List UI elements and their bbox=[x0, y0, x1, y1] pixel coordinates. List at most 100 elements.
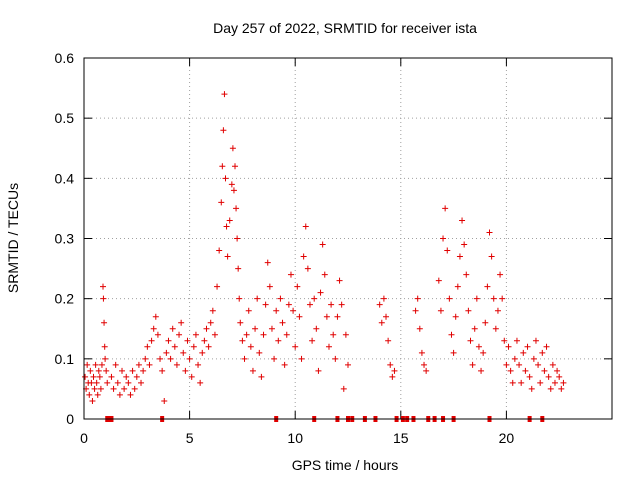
data-point bbox=[84, 361, 91, 368]
data-point bbox=[173, 361, 180, 368]
data-point bbox=[321, 271, 328, 278]
data-point bbox=[383, 313, 390, 320]
data-point bbox=[243, 331, 250, 338]
data-point bbox=[275, 337, 282, 344]
data-point bbox=[448, 331, 455, 338]
data-point bbox=[279, 319, 286, 326]
data-point bbox=[323, 313, 330, 320]
data-point bbox=[161, 397, 168, 404]
data-point bbox=[234, 235, 241, 242]
data-point bbox=[522, 367, 529, 374]
data-point bbox=[554, 367, 561, 374]
data-point bbox=[195, 361, 202, 368]
data-point bbox=[237, 319, 244, 326]
data-point bbox=[203, 325, 210, 332]
data-point bbox=[138, 379, 145, 386]
data-point bbox=[513, 337, 520, 344]
data-point bbox=[380, 295, 387, 302]
data-point bbox=[254, 295, 261, 302]
data-point bbox=[412, 307, 419, 314]
data-point bbox=[207, 319, 214, 326]
data-point bbox=[345, 361, 351, 368]
x-tick-label: 10 bbox=[287, 430, 303, 446]
data-point bbox=[229, 145, 236, 152]
y-tick-label: 0.3 bbox=[55, 231, 75, 247]
data-point bbox=[146, 361, 153, 368]
y-axis: 0 0.1 0.2 0.3 0.4 0.5 0.6 bbox=[55, 50, 612, 427]
data-point bbox=[332, 355, 339, 362]
data-point bbox=[516, 361, 523, 368]
data-point bbox=[129, 367, 136, 374]
data-point bbox=[98, 361, 105, 368]
data-point bbox=[467, 337, 474, 344]
data-point bbox=[501, 337, 508, 344]
data-point bbox=[184, 337, 191, 344]
data-point bbox=[518, 379, 525, 386]
data-point bbox=[163, 349, 170, 356]
data-point bbox=[450, 349, 457, 356]
x-tick-label: 0 bbox=[80, 430, 88, 446]
data-point bbox=[442, 205, 449, 212]
data-point bbox=[311, 295, 318, 302]
data-point bbox=[100, 283, 107, 290]
data-point bbox=[223, 223, 230, 230]
data-point bbox=[101, 319, 108, 326]
data-point bbox=[446, 295, 453, 302]
data-point bbox=[497, 271, 504, 278]
data-point bbox=[334, 313, 341, 320]
data-point bbox=[452, 313, 459, 320]
data-point bbox=[277, 295, 284, 302]
data-point bbox=[328, 301, 335, 308]
data-point bbox=[537, 379, 544, 386]
data-point bbox=[226, 217, 233, 224]
data-point bbox=[543, 343, 550, 350]
y-tick-label: 0.5 bbox=[55, 110, 75, 126]
data-point bbox=[499, 295, 506, 302]
data-point bbox=[182, 367, 189, 374]
plot-frame bbox=[83, 57, 613, 420]
y-tick-label: 0.1 bbox=[55, 351, 75, 367]
data-point bbox=[549, 361, 556, 368]
data-point bbox=[503, 361, 510, 368]
data-point bbox=[532, 337, 539, 344]
data-point bbox=[440, 235, 447, 242]
data-point bbox=[283, 331, 290, 338]
data-point bbox=[313, 325, 320, 332]
data-point bbox=[127, 391, 134, 398]
data-point bbox=[511, 355, 518, 362]
data-point bbox=[414, 295, 421, 302]
data-point bbox=[296, 313, 303, 320]
data-point bbox=[292, 343, 299, 350]
data-point bbox=[480, 349, 487, 356]
data-point bbox=[245, 307, 252, 314]
data-point bbox=[233, 205, 240, 212]
data-point bbox=[169, 325, 176, 332]
data-point bbox=[197, 379, 204, 386]
data-point bbox=[91, 385, 98, 392]
x-tick-label: 15 bbox=[393, 430, 409, 446]
data-point bbox=[456, 253, 463, 260]
data-point bbox=[167, 355, 174, 362]
data-point bbox=[82, 373, 89, 380]
data-point bbox=[133, 373, 140, 380]
data-point bbox=[336, 277, 343, 284]
data-point bbox=[281, 361, 288, 368]
data-point bbox=[547, 385, 554, 392]
data-point bbox=[285, 301, 292, 308]
data-point bbox=[216, 247, 223, 254]
data-point bbox=[199, 349, 206, 356]
data-point bbox=[556, 373, 563, 380]
data-point bbox=[391, 367, 398, 374]
data-point bbox=[473, 295, 480, 302]
data-point bbox=[247, 343, 254, 350]
data-point bbox=[148, 337, 155, 344]
data-point bbox=[304, 265, 311, 272]
data-point bbox=[494, 307, 501, 314]
data-point bbox=[135, 361, 142, 368]
data-point bbox=[454, 283, 461, 290]
data-point bbox=[459, 217, 466, 224]
data-point bbox=[228, 181, 235, 188]
data-point bbox=[421, 361, 428, 368]
data-point bbox=[180, 349, 187, 356]
data-point bbox=[300, 253, 307, 260]
